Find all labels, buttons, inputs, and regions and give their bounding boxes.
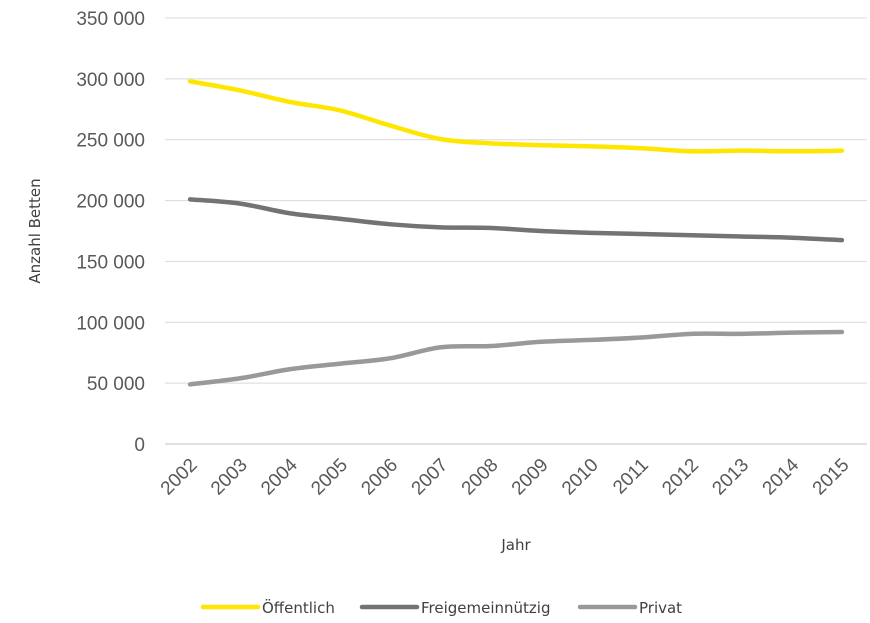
series-lines	[187, 79, 845, 387]
y-tick-label: 150 000	[76, 252, 145, 273]
x-tick-label: 2003	[207, 455, 252, 500]
series-line	[187, 197, 845, 243]
x-tick-label: 2007	[408, 455, 453, 500]
x-tick-label: 2009	[508, 455, 553, 500]
x-tick-label: 2012	[658, 455, 703, 500]
x-axis-ticks: 2002 2003 2004 2005 2006 2007 2008 2009 2010 2011…	[157, 454, 854, 499]
y-axis-ticks: 0 50 000 100 000 150 000 200 000 250 000 300 0…	[76, 9, 145, 456]
x-axis-title: Jahr	[500, 536, 531, 554]
y-tick-label: 0	[134, 435, 145, 456]
x-tick-label: 2004	[257, 454, 302, 499]
series-line	[187, 329, 845, 387]
x-tick-label: 2013	[708, 455, 753, 500]
x-tick-label: 2002	[157, 455, 202, 500]
legend-label: Öffentlich	[262, 598, 335, 617]
y-axis-title: Anzahl Betten	[26, 178, 44, 283]
y-tick-label: 100 000	[76, 313, 145, 334]
gridlines	[165, 17, 867, 445]
x-tick-label: 2014	[759, 454, 804, 499]
y-tick-label: 200 000	[76, 192, 145, 213]
x-tick-label: 2011	[609, 455, 653, 499]
legend-label: Freigemeinnützig	[421, 599, 551, 617]
y-tick-label: 250 000	[76, 131, 145, 152]
legend: Öffentlich Freigemeinnützig Privat	[200, 598, 682, 617]
x-tick-label: 2006	[357, 455, 402, 500]
legend-label: Privat	[639, 599, 682, 617]
y-tick-label: 350 000	[76, 9, 145, 30]
series-line	[187, 79, 845, 154]
y-tick-label: 300 000	[76, 70, 145, 91]
x-tick-label: 2015	[809, 455, 854, 500]
x-tick-label: 2005	[307, 455, 352, 500]
x-tick-label: 2008	[458, 455, 503, 500]
y-tick-label: 50 000	[87, 374, 145, 395]
x-tick-label: 2010	[558, 455, 603, 500]
